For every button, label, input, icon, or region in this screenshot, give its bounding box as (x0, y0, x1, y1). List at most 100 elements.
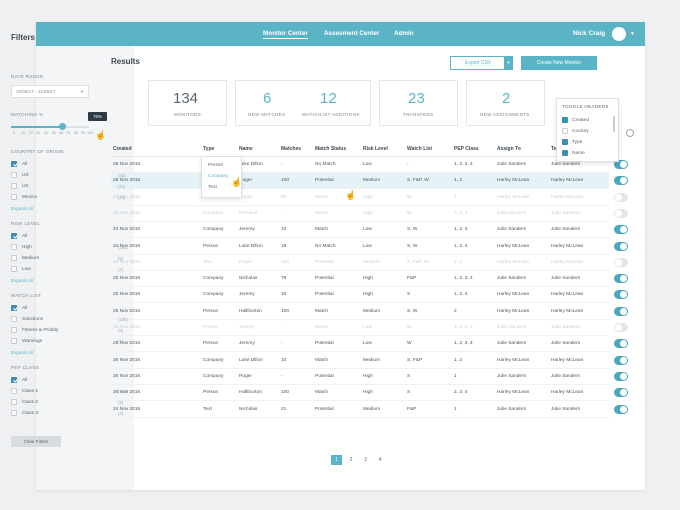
country-option-checkbox[interactable] (11, 183, 17, 189)
stat-value: 134 (173, 90, 199, 107)
table-row[interactable]: 26 Nov 2016 Person Luke Dillon - No Match Low… (111, 157, 628, 173)
toggle-header-checkbox[interactable] (562, 139, 568, 145)
monitor-toggle[interactable] (614, 241, 628, 251)
column-header[interactable]: Risk Level (363, 146, 388, 152)
monitor-toggle[interactable] (614, 404, 628, 414)
monitor-toggle[interactable] (614, 274, 628, 284)
column-header[interactable]: Te (551, 146, 557, 152)
stat-card-matches[interactable]: 6 NEW MATCHES 12 WATCHLIST ADDITIONS (235, 80, 371, 126)
risk-option-checkbox[interactable] (11, 266, 17, 272)
page-button[interactable]: 3 (364, 457, 367, 463)
stat-card-transfers[interactable]: 23 TRANSFERS (379, 80, 458, 126)
table-row[interactable]: 25 Nov 2016 Person Halliburton 100 Match Medi… (111, 304, 628, 320)
stat-value: 23 (408, 90, 425, 107)
monitor-toggle[interactable] (614, 323, 628, 332)
pep-option-checkbox[interactable] (11, 377, 17, 383)
pep-option-checkbox[interactable] (11, 388, 17, 394)
watch-option-checkbox[interactable] (11, 305, 17, 311)
column-header[interactable]: Created (113, 146, 132, 152)
monitor-toggle[interactable] (614, 290, 628, 300)
monitor-toggle[interactable] (614, 257, 628, 267)
column-header[interactable]: Watch List (407, 146, 433, 152)
table-row[interactable]: 25 Nov 2016 Person Halliburton 100 Match High… (111, 385, 628, 402)
table-row[interactable]: 24 Nov 2016 Person Luke Dillon 18 No Match Lo… (111, 239, 628, 255)
table-row[interactable]: 26 Nov 2016 Company Nicholas - Match High W 2, … (111, 206, 628, 222)
page-button[interactable]: 4 (378, 457, 382, 463)
type-option[interactable]: Company (208, 174, 229, 179)
page-button[interactable]: 2 (349, 457, 353, 463)
table-row[interactable]: 25 Nov 2016 Company Jeremy 10 Potential High S… (111, 287, 628, 304)
monitor-toggle[interactable] (614, 339, 628, 349)
monitor-toggle[interactable] (614, 388, 628, 398)
monitor-toggle[interactable] (614, 225, 628, 235)
expand-all-link[interactable]: Expand All (11, 278, 33, 283)
column-header[interactable]: PEP Class (454, 146, 479, 152)
table-row[interactable]: 25 Nov 2016 Person Jeremy - Match Low W 1, 2, 3… (111, 320, 628, 336)
column-header[interactable]: Name (239, 146, 253, 152)
nav-monitor-center[interactable]: Monitor Center (263, 30, 308, 39)
type-option[interactable]: Text (208, 185, 217, 190)
country-option-checkbox[interactable] (11, 194, 17, 200)
table-row[interactable]: 25 Nov 2016 Company Luke Dillon 10 Match Medi… (111, 353, 628, 369)
user-name[interactable]: Nick Craig (573, 30, 606, 37)
monitor-toggle[interactable] (614, 355, 628, 365)
table-row[interactable]: 25 Nov 2016 Company Nicholas 78 Potential Hig… (111, 271, 628, 288)
risk-option-checkbox[interactable] (11, 233, 17, 239)
toggle-header-checkbox[interactable] (562, 150, 568, 156)
table-row[interactable]: 26 Nov 2016 Text Roger 100 Potential Medium S,… (111, 255, 628, 271)
toggle-header-checkbox[interactable] (562, 117, 568, 123)
date-range-input[interactable]: 10/08/17 - 11/08/17 ▼ (11, 85, 89, 98)
export-csv-button[interactable]: Export CSV (450, 56, 509, 70)
risk-option-checkbox[interactable] (11, 244, 17, 250)
page-button[interactable]: 1 (331, 455, 342, 465)
matching-slider-handle[interactable] (59, 123, 66, 130)
expand-all-link[interactable]: Expand All (11, 350, 33, 355)
table-row[interactable]: 26 Nov 2016 Company Roger 100 Potential Mediu… (111, 173, 628, 190)
table-cell: 100 (281, 390, 290, 396)
country-option-checkbox[interactable] (11, 161, 17, 167)
table-cell: 18 (281, 243, 287, 249)
pep-option-checkbox[interactable] (11, 410, 17, 416)
nav-admin[interactable]: Admin (394, 30, 414, 37)
filters-sidebar (36, 46, 134, 490)
stat-card-monitors[interactable]: 134 MONITORS (148, 80, 227, 126)
column-header[interactable]: Matches (281, 146, 302, 152)
monitor-toggle[interactable] (614, 371, 628, 381)
table-cell: - (281, 210, 283, 216)
table-row[interactable]: 24 Nov 2016 Company Jeremy 10 Match Low S, W 1,… (111, 222, 628, 239)
table-row[interactable]: 24 Nov 2016 Text Nicholas 21 Potential Medium… (111, 402, 628, 418)
gear-icon[interactable] (626, 129, 634, 137)
clear-filters-button[interactable]: Clear Filters (11, 436, 61, 447)
avatar[interactable] (612, 27, 626, 41)
expand-all-link[interactable]: Expand All (11, 206, 33, 211)
table-cell: Harley McLean (551, 357, 584, 363)
table-row[interactable]: 25 Nov 2016 Person Jeremy - Potential Low W 1, … (111, 336, 628, 353)
table-cell: Julie Sanders (497, 341, 527, 347)
pep-option-checkbox[interactable] (11, 399, 17, 405)
risk-option-checkbox[interactable] (11, 255, 17, 261)
pointer-cursor-icon: ☝ (345, 190, 357, 200)
toggle-header-checkbox[interactable] (562, 128, 568, 134)
monitor-toggle[interactable] (614, 176, 628, 186)
column-header[interactable]: Type (203, 146, 215, 152)
menu-scrollbar[interactable] (613, 116, 615, 132)
monitor-toggle[interactable] (614, 208, 628, 218)
type-option[interactable]: Person (208, 163, 224, 168)
column-header[interactable]: Assign To (497, 146, 521, 152)
monitor-toggle[interactable] (614, 306, 628, 316)
export-dropdown-button[interactable]: ▼ (504, 56, 513, 70)
nav-assessment-center[interactable]: Assesment Center (324, 30, 380, 37)
column-header[interactable]: Match Status (315, 146, 347, 152)
create-monitor-button[interactable]: Create New Monitor (521, 56, 597, 70)
pep-option-count: (9) (118, 400, 124, 405)
table-row[interactable]: 26 Nov 2016TextRoger80MatchHighW1Harley … (111, 190, 628, 206)
watch-option-checkbox[interactable] (11, 338, 17, 344)
table-row[interactable]: 25 Nov 2016 Company Roger - Potential High S 1 J… (111, 369, 628, 385)
watch-option-checkbox[interactable] (11, 316, 17, 322)
monitor-toggle[interactable] (614, 160, 628, 169)
country-option-checkbox[interactable] (11, 172, 17, 178)
chevron-down-icon[interactable]: ▼ (630, 31, 635, 37)
watch-option-checkbox[interactable] (11, 327, 17, 333)
monitor-toggle[interactable] (614, 192, 628, 202)
stat-card-assignments[interactable]: 2 NEW ASSIGNMENTS (466, 80, 545, 126)
